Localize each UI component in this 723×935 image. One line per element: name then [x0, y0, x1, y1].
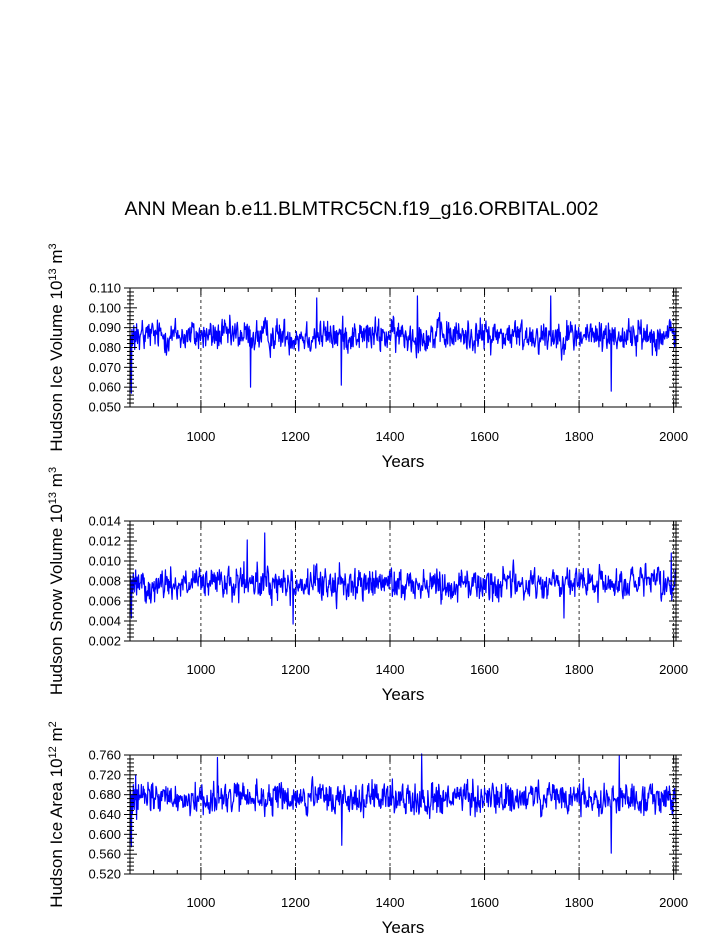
y-tick-label: 0.010: [88, 554, 121, 569]
x-tick-label: 1200: [281, 429, 310, 444]
x-tick-label: 1200: [281, 895, 310, 910]
x-tick-label: 2000: [659, 429, 688, 444]
x-tick-label: 1000: [186, 662, 215, 677]
x-tick-label: 1400: [376, 662, 405, 677]
y-tick-label: 0.100: [88, 300, 121, 315]
y-tick-label: 0.002: [88, 634, 121, 649]
x-axis-label: Years: [382, 685, 425, 704]
y-tick-label: 0.008: [88, 574, 121, 589]
plot-frame: [129, 754, 677, 875]
series-line-ice-area: [129, 753, 677, 854]
y-tick-label: 0.050: [88, 400, 121, 415]
series-line-ice-volume: [129, 295, 677, 394]
y-tick-label: 0.004: [88, 614, 121, 629]
y-tick-label: 0.006: [88, 594, 121, 609]
x-tick-label: 1400: [376, 429, 405, 444]
x-tick-label: 1600: [470, 429, 499, 444]
panel-ice-area: 1000 1200 1400 1600 1800 2000 0.520 0.560 0.600 0…: [47, 721, 688, 935]
y-tick-label: 0.014: [88, 514, 121, 529]
x-tick-label: 1400: [376, 895, 405, 910]
x-tick-label: 1800: [565, 895, 594, 910]
y-tick-label: 0.680: [88, 787, 121, 802]
panel-ice-volume: 1000 1200 1400 1600 1800 2000 0.050 0.060 0.070 0…: [47, 243, 688, 471]
x-axis-label: Years: [382, 452, 425, 471]
x-tick-label: 2000: [659, 895, 688, 910]
x-axis-label: Years: [382, 918, 425, 935]
x-tick-label: 1800: [565, 429, 594, 444]
y-axis-label: Hudson Ice Area 1012 m2: [47, 721, 66, 908]
x-tick-label: 1600: [470, 662, 499, 677]
figure-title: ANN Mean b.e11.BLMTRC5CN.f19_g16.ORBITAL…: [124, 198, 599, 220]
panel-snow-volume: 1000 1200 1400 1600 1800 2000 0.002 0.004 0.006 0…: [47, 467, 688, 704]
y-tick-label: 0.560: [88, 847, 121, 862]
x-tick-label: 1600: [470, 895, 499, 910]
y-tick-label: 0.760: [88, 748, 121, 763]
y-axis-label: Hudson Snow Volume 1013 m3: [47, 467, 66, 695]
x-tick-label: 1200: [281, 662, 310, 677]
x-tick-label: 1000: [186, 429, 215, 444]
y-tick-label: 0.012: [88, 534, 121, 549]
y-tick-label: 0.110: [89, 281, 121, 296]
y-tick-label: 0.720: [88, 767, 121, 782]
series-line-snow-volume: [129, 532, 677, 625]
y-tick-label: 0.080: [88, 340, 121, 355]
x-tick-label: 2000: [659, 662, 688, 677]
y-tick-label: 0.060: [88, 380, 121, 395]
x-tick-label: 1000: [186, 895, 215, 910]
y-tick-label: 0.070: [88, 360, 121, 375]
y-tick-label: 0.520: [88, 867, 121, 882]
y-axis-label: Hudson Ice Volume 1013 m3: [47, 243, 66, 451]
y-tick-label: 0.600: [88, 827, 121, 842]
x-tick-label: 1800: [565, 662, 594, 677]
plot-frame: [129, 287, 677, 408]
y-tick-label: 0.640: [88, 807, 121, 822]
y-tick-label: 0.090: [88, 320, 121, 335]
